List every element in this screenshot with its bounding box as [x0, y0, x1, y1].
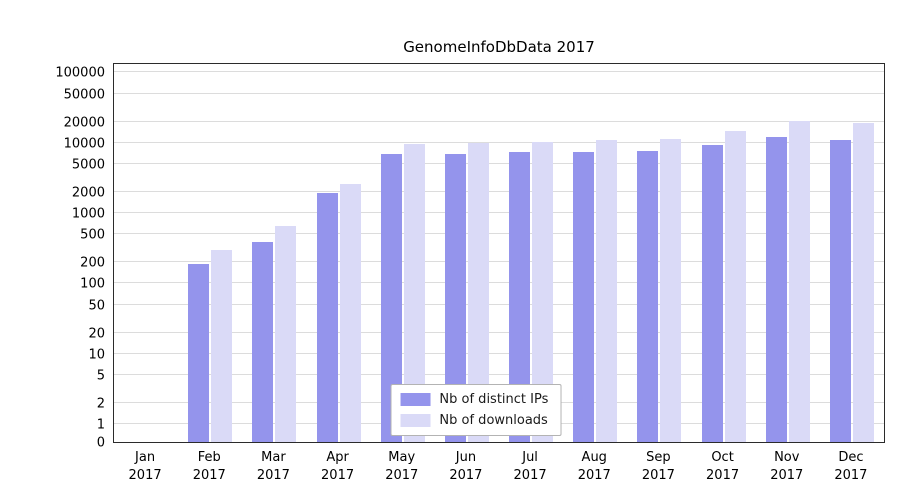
gridline — [114, 352, 884, 354]
x-tick-jan: Jan 2017 — [128, 450, 162, 483]
y-axis-labels: 0 1 2 5 10 20 50 100 200 500 1000 2000 5000 10000 2000… — [0, 63, 105, 450]
gridline — [114, 331, 884, 333]
bar-distinct-ips-oct — [701, 145, 723, 442]
gridline — [114, 92, 884, 94]
bar-downloads-may — [403, 144, 425, 442]
bar-distinct-ips-jul — [509, 152, 531, 442]
y-tick-label: 2000 — [71, 185, 105, 201]
legend-label: Nb of downloads — [439, 413, 548, 428]
y-tick-label: 2 — [96, 396, 105, 412]
chart-title: GenomeInfoDbData 2017 — [403, 38, 595, 56]
legend-item: Nb of downloads — [400, 413, 548, 428]
y-tick-label: 200 — [80, 255, 105, 271]
y-tick-label: 0 — [96, 435, 105, 451]
plot-area: Nb of distinct IPs Nb of downloads — [113, 63, 885, 443]
y-tick-label: 10 — [88, 347, 105, 363]
bar-downloads-jun — [467, 143, 489, 442]
y-tick-label: 5 — [96, 368, 105, 384]
y-tick-label: 20000 — [63, 115, 105, 131]
y-tick-label: 100 — [80, 276, 105, 292]
gridline — [114, 303, 884, 305]
y-tick-label: 50000 — [63, 87, 105, 103]
gridline — [114, 233, 884, 235]
bar-downloads-mar — [275, 226, 297, 442]
bar-downloads-jul — [532, 141, 554, 442]
x-tick-mar: Mar 2017 — [256, 450, 290, 483]
bar-downloads-aug — [596, 140, 618, 442]
gridline — [114, 141, 884, 143]
gridline — [114, 71, 884, 73]
legend-item: Nb of distinct IPs — [400, 392, 548, 407]
x-tick-may: May 2017 — [385, 450, 419, 483]
bar-downloads-oct — [724, 130, 746, 442]
gridline — [114, 373, 884, 375]
x-tick-aug: Aug 2017 — [577, 450, 611, 483]
y-tick-label: 20 — [88, 326, 105, 342]
x-tick-feb: Feb 2017 — [192, 450, 226, 483]
y-tick-label: 100000 — [55, 65, 105, 81]
y-tick-label: 500 — [80, 227, 105, 243]
legend-swatch — [400, 414, 431, 427]
x-tick-jun: Jun 2017 — [449, 450, 483, 483]
y-tick-label: 50 — [88, 298, 105, 314]
x-tick-sep: Sep 2017 — [641, 450, 675, 483]
bar-downloads-dec — [852, 123, 874, 442]
y-tick-label: 10000 — [63, 136, 105, 152]
x-tick-apr: Apr 2017 — [321, 450, 355, 483]
bar-downloads-feb — [211, 249, 233, 442]
gridline — [114, 261, 884, 263]
gridline — [114, 190, 884, 192]
legend: Nb of distinct IPs Nb of downloads — [390, 384, 562, 436]
bar-distinct-ips-mar — [252, 241, 274, 442]
y-tick-label: 1 — [96, 417, 105, 433]
x-tick-jul: Jul 2017 — [513, 450, 547, 483]
legend-label: Nb of distinct IPs — [439, 392, 549, 407]
bar-distinct-ips-jun — [444, 154, 466, 442]
bar-distinct-ips-nov — [765, 136, 787, 442]
legend-swatch — [400, 393, 431, 406]
bar-distinct-ips-sep — [637, 150, 659, 442]
bar-downloads-apr — [339, 183, 361, 442]
y-tick-label: 5000 — [71, 157, 105, 173]
y-tick-label: 1000 — [71, 206, 105, 222]
gridline — [114, 162, 884, 164]
bar-downloads-sep — [660, 139, 682, 442]
x-axis-labels: Jan 2017 Feb 2017 Mar 2017 Apr 2017 May 2017 Jun 20… — [113, 449, 885, 491]
bar-distinct-ips-apr — [316, 193, 338, 442]
gridline — [114, 120, 884, 122]
x-tick-dec: Dec 2017 — [834, 450, 868, 483]
bar-distinct-ips-may — [380, 153, 402, 442]
bar-downloads-nov — [788, 121, 810, 442]
bar-distinct-ips-aug — [573, 151, 595, 442]
bar-distinct-ips-dec — [829, 140, 851, 442]
x-tick-nov: Nov 2017 — [770, 450, 804, 483]
bar-distinct-ips-feb — [188, 263, 210, 442]
gridline — [114, 282, 884, 284]
gridline — [114, 212, 884, 214]
x-tick-oct: Oct 2017 — [706, 450, 740, 483]
